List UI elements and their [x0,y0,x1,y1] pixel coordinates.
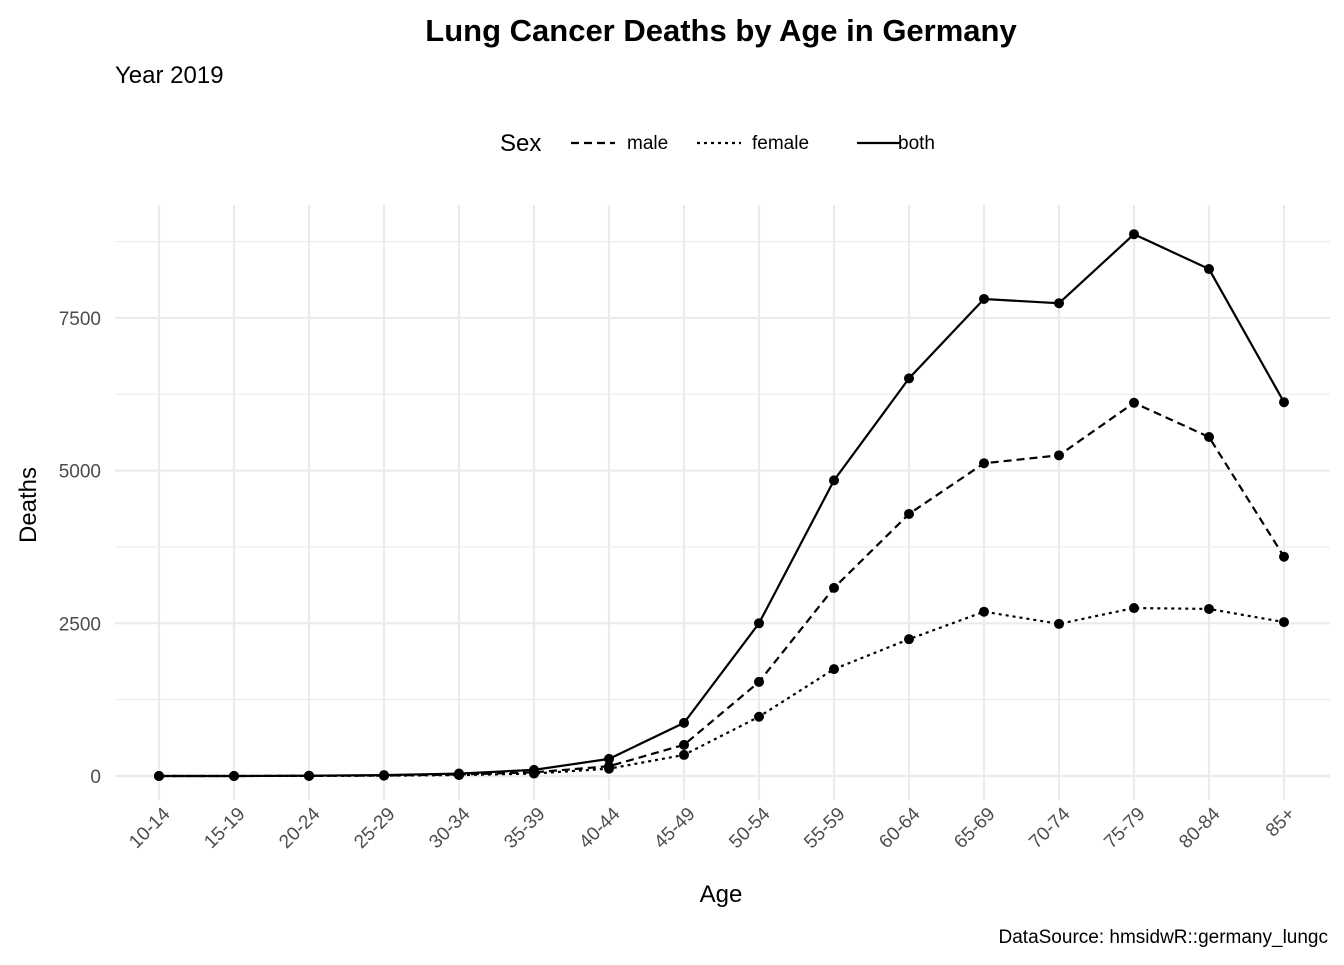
data-point-female [829,664,839,675]
data-point-both [154,771,164,781]
data-point-both [1054,298,1064,309]
x-tick-label: 55-59 [800,804,849,853]
y-axis-label: Deaths [15,467,42,543]
data-point-male [1204,432,1214,443]
data-point-male [1054,450,1064,461]
x-tick-label: 40-44 [575,803,625,853]
data-point-male [904,508,914,519]
data-point-male [679,739,689,750]
y-tick-label: 5000 [59,462,101,483]
data-point-both [829,475,839,486]
data-point-both [754,618,764,629]
data-point-both [604,753,614,764]
data-point-female [904,634,914,645]
series-line-both [159,232,1285,778]
y-tick-label: 2500 [59,614,101,635]
data-point-female [1279,617,1289,628]
data-point-both [1279,397,1289,408]
data-point-female [604,763,614,774]
data-point-both [979,293,989,304]
x-tick-label: 45-49 [650,804,699,853]
x-tick-label: 15-19 [200,804,249,853]
data-point-both [1204,264,1214,275]
y-tick-label: 0 [90,767,101,788]
data-point-female [679,749,689,760]
x-tick-label: 85+ [1262,804,1300,842]
legend-label-female: female [752,133,809,154]
x-tick-label: 30-34 [425,803,475,853]
data-point-female [1054,618,1064,629]
data-point-female [754,711,764,722]
data-point-both [904,373,914,384]
x-tick-label: 65-69 [950,804,999,853]
y-tick-label: 7500 [59,309,101,330]
data-point-both [679,717,689,728]
x-tick-label: 60-64 [875,803,925,853]
x-tick-label: 35-39 [500,804,549,853]
x-tick-label: 25-29 [350,804,399,853]
data-point-female [1129,603,1139,614]
data-point-both [229,771,239,781]
x-tick-label: 80-84 [1175,803,1225,853]
caption: DataSource: hmsidwR::germany_lungc [999,927,1329,948]
legend-title: Sex [500,130,541,157]
x-axis-label: Age [700,881,743,908]
x-tick-label: 75-79 [1100,804,1149,853]
chart-title: Lung Cancer Deaths by Age in Germany [425,13,1017,48]
data-point-male [829,582,839,593]
legend-label-male: male [627,133,668,154]
data-point-both [304,770,314,781]
chart-subtitle: Year 2019 [115,62,224,89]
data-point-both [379,770,389,781]
data-point-both [454,768,464,779]
data-point-male [979,458,989,469]
data-point-male [754,676,764,687]
series-line-male [159,401,1285,778]
x-tick-label: 10-14 [125,803,175,853]
series [154,229,1289,781]
series-line-female [159,606,1285,778]
x-tick-label: 50-54 [725,803,775,853]
data-point-male [1129,397,1139,408]
data-point-female [979,606,989,617]
x-tick-label: 20-24 [275,803,325,853]
axes: 0 2500 5000 7500 10-14 15-19 20-24 25-29 30-34 35… [59,309,1300,853]
data-point-both [1129,229,1139,240]
data-point-male [1279,551,1289,562]
data-point-female [1204,603,1214,614]
data-point-both [529,764,539,775]
grid [115,205,1330,800]
x-tick-label: 70-74 [1025,803,1075,853]
legend: Sex male female both [500,130,935,157]
legend-label-both: both [898,133,935,154]
